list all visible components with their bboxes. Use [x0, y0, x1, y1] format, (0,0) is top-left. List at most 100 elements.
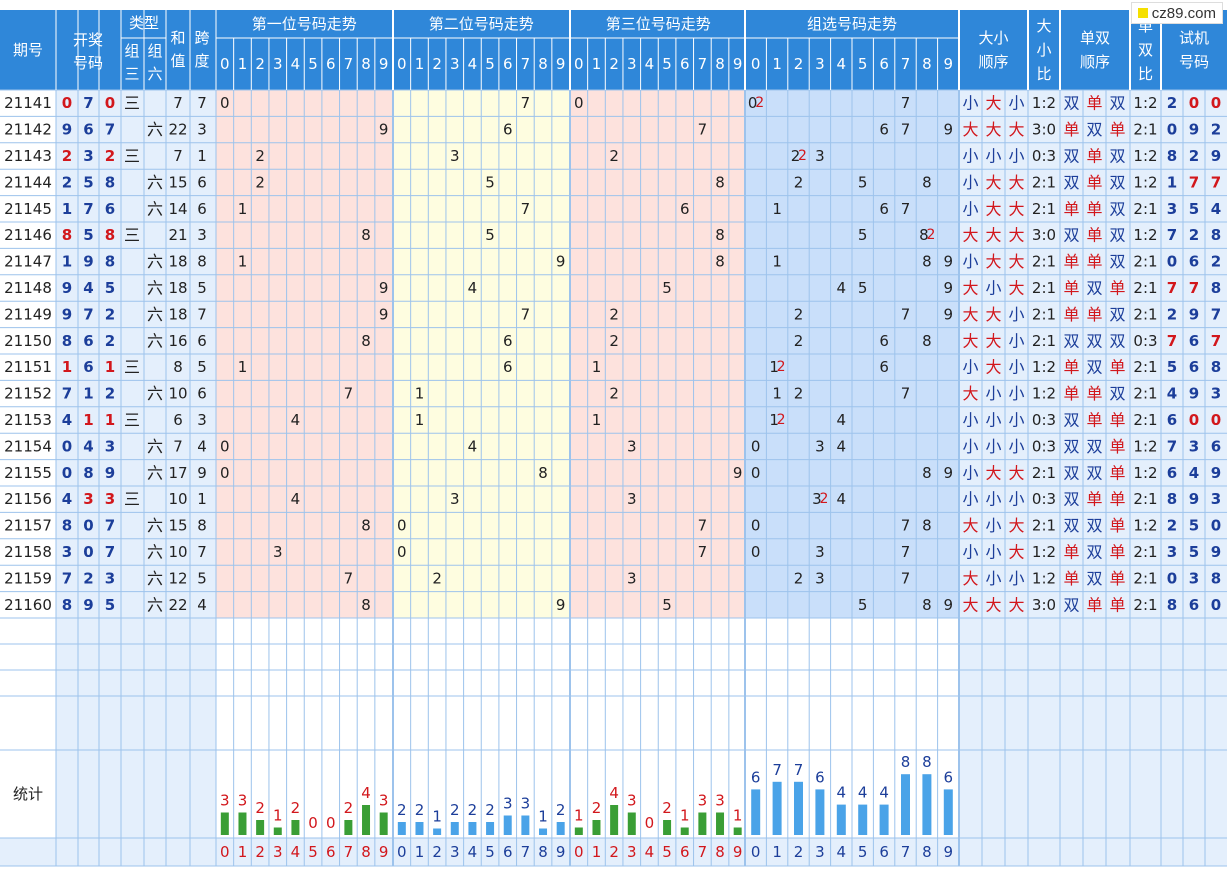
bs-cell: 大 [1008, 226, 1024, 245]
axis-digit: 7 [521, 843, 531, 861]
header-pos1: 第一位号码走势 [252, 15, 357, 33]
sum-cell: 22 [168, 596, 187, 614]
pos1-stat-bar [379, 812, 388, 835]
watermark[interactable]: cz89.com [1130, 2, 1223, 24]
header-oe-order-2: 顺序 [1080, 53, 1110, 71]
oe-cell: 单 [1086, 305, 1102, 324]
sum-cell: 7 [173, 94, 183, 112]
group-hit: 8 [919, 226, 929, 244]
pos3-stat-count: 1 [733, 807, 743, 825]
draw-digit: 2 [105, 305, 115, 323]
period-cell: 21160 [4, 596, 52, 614]
group-hit: 0 [748, 94, 758, 112]
group-hit: 9 [944, 121, 954, 139]
span-cell: 3 [197, 121, 207, 139]
header-digit: 0 [751, 55, 761, 73]
span-cell: 7 [197, 94, 207, 112]
draw-digit: 9 [62, 279, 72, 297]
header-draw-2: 号码 [73, 54, 103, 72]
oe-cell: 单 [1109, 463, 1125, 482]
pos2-stat-count: 3 [503, 795, 513, 813]
oe-cell: 双 [1109, 252, 1125, 271]
header-digit: 6 [680, 55, 690, 73]
header-digit: 7 [344, 55, 354, 73]
oe-cell: 单 [1063, 384, 1079, 403]
draw-digit: 2 [105, 147, 115, 165]
period-cell: 21142 [4, 121, 52, 139]
group-hit: 1 [772, 200, 782, 218]
draw-digit: 5 [105, 596, 115, 614]
group-hit: 4 [837, 490, 847, 508]
pos3-hit: 6 [680, 200, 690, 218]
bs-cell: 大 [962, 595, 978, 614]
oe-cell: 单 [1109, 543, 1125, 562]
span-cell: 4 [197, 596, 207, 614]
group-hit: 2 [794, 332, 804, 350]
group-stat-count: 8 [922, 753, 932, 771]
pos3-hit: 8 [715, 226, 725, 244]
pos2-stat-bar [415, 822, 424, 835]
oe-ratio-cell: 1:2 [1133, 147, 1157, 165]
group-stat-bar [943, 789, 953, 835]
type-z6-mark: 六 [147, 543, 163, 562]
bs-cell: 小 [962, 252, 978, 271]
axis-digit: 1 [238, 843, 248, 861]
pos1-stat-bar [256, 820, 265, 835]
axis-digit: 4 [468, 843, 478, 861]
draw-digit: 7 [105, 121, 115, 139]
group-stat-count: 6 [944, 768, 954, 786]
group-hit: 1 [769, 358, 779, 376]
pos2-hit: 4 [468, 437, 478, 455]
pos1-stat-count: 1 [273, 807, 283, 825]
header-digit: 8 [361, 55, 371, 73]
trial-digit: 6 [1189, 253, 1199, 271]
header-z6: 组 [147, 42, 162, 60]
period-cell: 21157 [4, 517, 52, 535]
draw-digit: 7 [105, 543, 115, 561]
axis-digit: 0 [220, 843, 230, 861]
pos1-stat-count: 0 [326, 814, 336, 832]
bs-cell: 大 [985, 226, 1001, 245]
pos2-hit: 0 [397, 517, 407, 535]
bs-ratio-cell: 1:2 [1032, 385, 1056, 403]
sum-cell: 8 [173, 358, 183, 376]
oe-cell: 双 [1063, 411, 1079, 430]
oe-cell: 单 [1109, 595, 1125, 614]
axis-digit: 4 [291, 843, 301, 861]
bs-ratio-cell: 0:3 [1032, 147, 1056, 165]
trial-digit: 7 [1167, 226, 1177, 244]
oe-cell: 双 [1063, 331, 1079, 350]
axis-digit: 9 [556, 843, 566, 861]
pos2-hit: 0 [397, 543, 407, 561]
period-cell: 21149 [4, 305, 52, 323]
bs-cell: 大 [1008, 543, 1024, 562]
group-hit: 7 [901, 569, 911, 587]
trial-digit: 2 [1211, 253, 1221, 271]
bs-cell: 小 [962, 358, 978, 377]
pos2-stat-bar [556, 822, 565, 835]
trial-digit: 8 [1167, 147, 1177, 165]
sum-cell: 15 [168, 517, 187, 535]
bs-ratio-cell: 1:2 [1032, 94, 1056, 112]
pos2-stat-bar [397, 822, 406, 835]
group-stat-count: 4 [858, 784, 868, 802]
pos3-stat-bar [663, 820, 672, 835]
axis-digit: 0 [574, 843, 584, 861]
span-cell: 1 [197, 147, 207, 165]
pos3-stat-bar [680, 827, 689, 835]
pos1-hit: 1 [238, 253, 248, 271]
draw-digit: 1 [62, 253, 72, 271]
group-stat-bar [922, 774, 932, 835]
trial-digit: 8 [1211, 358, 1221, 376]
sum-cell: 14 [168, 200, 187, 218]
span-cell: 6 [197, 200, 207, 218]
oe-cell: 双 [1063, 595, 1079, 614]
bs-ratio-cell: 3:0 [1032, 596, 1056, 614]
header-span: 跨 [194, 29, 209, 47]
header-digit: 0 [397, 55, 407, 73]
header-draw: 开奖 [73, 31, 103, 49]
bs-cell: 小 [985, 543, 1001, 562]
header-bar [0, 10, 1227, 90]
pos1-hit: 7 [344, 385, 354, 403]
